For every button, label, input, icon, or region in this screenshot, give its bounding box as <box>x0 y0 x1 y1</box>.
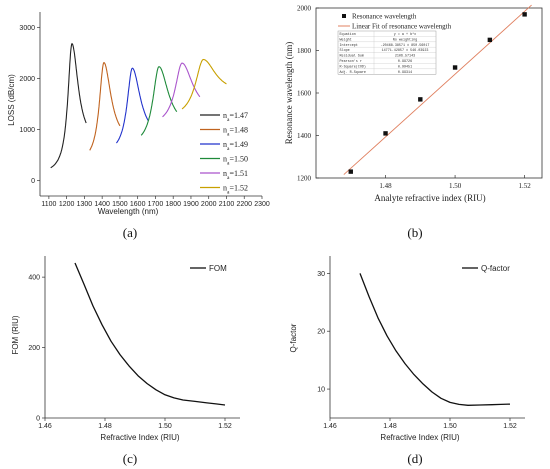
panel-a-legend-label-3: na=1.49 <box>223 140 248 152</box>
panel-b-data-point <box>522 12 527 17</box>
panel-b-data-point <box>487 37 493 43</box>
a-x-tick-label: 2300 <box>254 201 270 208</box>
a-x-tick-label: 2000 <box>201 201 217 208</box>
d-y-tick-label: 20 <box>317 329 325 336</box>
a-x-tick-label: 1700 <box>148 201 164 208</box>
panel-d-label: (d) <box>407 451 422 466</box>
panel-b-table-value: 0.99726 <box>398 60 412 64</box>
panel-b-data-point <box>383 131 388 136</box>
panel-b-legend-label-points: Resonance wavelength <box>352 13 417 21</box>
panel-b-data-point <box>348 169 353 174</box>
panel-b-table-value: 0.99451 <box>398 65 412 69</box>
panel-d-series-line <box>359 273 511 406</box>
panel-b-legend-label-fit: Linear Fit of resonance wavelength <box>352 23 452 31</box>
b-y-tick-label: 1400 <box>297 132 312 140</box>
panel-b-table-value: 0.99314 <box>398 71 412 75</box>
a-x-tick-label: 2100 <box>219 201 235 208</box>
b-y-tick-label: 2000 <box>297 5 312 13</box>
c-x-tick-label: 1.46 <box>38 423 52 430</box>
panel-d-x-axis-label: Refractive Index (RIU) <box>380 433 459 442</box>
panel-b-fit-line <box>343 4 532 175</box>
panel-a-legend-label-2: na=1.48 <box>223 126 248 138</box>
panel-a-legend-label-6: na=1.52 <box>223 184 248 196</box>
panel-c-y-axis-label: FOM (RIU) <box>11 315 20 354</box>
panel-b-table-key: Adj. R-Square <box>340 70 366 75</box>
panel-a-series-line-3 <box>115 67 149 144</box>
a-x-tick-label: 1500 <box>112 201 128 208</box>
panel-b-data-point <box>452 65 458 70</box>
a-y-tick-label: 1000 <box>19 127 35 134</box>
d-x-tick-label: 1.52 <box>503 423 517 430</box>
d-y-tick-label: 10 <box>317 387 325 394</box>
a-x-tick-label: 1400 <box>94 201 110 208</box>
panel-b-data-point <box>418 97 423 102</box>
panel-b-table-key: Slope <box>340 48 350 53</box>
panel-a-y-axis-label: LOSS (dB/cm) <box>7 74 16 126</box>
panel-b-table-value: 2106.57143 <box>395 55 415 59</box>
panel-a-legend-label-1: na=1.47 <box>223 111 248 123</box>
panel-c-label: (c) <box>123 451 137 466</box>
a-x-tick-label: 1200 <box>59 201 75 208</box>
panel-d-y-axis-label: Q-factor <box>289 323 298 352</box>
panel-c-legend-label: FOM <box>209 264 227 273</box>
panel-a-series-line-4 <box>140 66 178 136</box>
d-y-tick-label: 30 <box>317 271 325 278</box>
b-x-tick-label: 1.48 <box>379 182 392 190</box>
panel-a-chart: LOSS (dB/cm) Wavelength (nm) 1100 1200 130… <box>7 12 270 240</box>
panel-b-table-key: R-Square(COD) <box>340 64 366 69</box>
c-x-tick-label: 1.52 <box>218 423 232 430</box>
panel-b-table-key: Residual Sum <box>340 54 364 59</box>
a-y-tick-label: 2000 <box>19 76 35 83</box>
panel-d-legend-label: Q-factor <box>481 264 510 273</box>
panel-a-x-axis-label: Wavelength (nm) <box>98 207 159 216</box>
b-x-tick-label: 1.50 <box>449 182 462 190</box>
panel-b-table-key: Intercept <box>340 43 358 48</box>
panel-a-label: (a) <box>123 225 137 240</box>
a-x-tick-label: 2200 <box>236 201 252 208</box>
panel-b-table-value: 14771.42857 ± 546.03923 <box>382 49 429 53</box>
panel-b-table-key: Equation <box>340 32 356 37</box>
panel-b-y-axis-label: Resonance wavelength (nm) <box>284 42 294 144</box>
panel-a-legend-label-4: na=1.50 <box>223 155 248 167</box>
c-y-tick-label: 400 <box>28 275 40 282</box>
a-x-tick-label: 1300 <box>77 201 93 208</box>
c-x-tick-label: 1.48 <box>98 423 112 430</box>
a-y-tick-label: 3000 <box>19 25 35 32</box>
b-y-tick-label: 1800 <box>297 47 312 55</box>
panel-b-label: (b) <box>407 225 422 240</box>
panel-b-table-value: y = a + b*x <box>394 32 416 37</box>
panel-a-series-line-1 <box>50 42 87 169</box>
panel-b-x-axis-label: Analyte refractive index (RIU) <box>374 193 485 203</box>
d-x-tick-label: 1.46 <box>323 423 337 430</box>
panel-b-table-key: Weight <box>340 37 352 42</box>
c-y-tick-label: 0 <box>36 416 40 423</box>
panel-a-series-line-6 <box>181 58 227 110</box>
panel-b-table-key: Pearson's r <box>340 59 362 64</box>
b-x-tick-label: 1.52 <box>518 182 531 190</box>
b-y-tick-label: 1600 <box>297 90 312 98</box>
d-x-tick-label: 1.48 <box>383 423 397 430</box>
panel-d-chart: Q-factor Refractive Index (RIU) 1.46 1.48… <box>289 256 525 466</box>
panel-b-table-value: -20468.38571 ± 850.56017 <box>381 44 430 48</box>
d-x-tick-label: 1.50 <box>443 423 457 430</box>
panel-c-x-axis-label: Refractive Index (RIU) <box>100 433 179 442</box>
panel-a-legend-label-5: na=1.51 <box>223 169 248 181</box>
a-x-tick-label: 1800 <box>165 201 181 208</box>
panel-a-series-line-2 <box>89 61 121 151</box>
a-x-tick-label: 1900 <box>183 201 199 208</box>
b-y-tick-label: 1200 <box>297 175 312 183</box>
a-x-tick-label: 1600 <box>130 201 146 208</box>
panel-c-series-line <box>74 262 226 406</box>
a-x-tick-label: 1100 <box>41 201 56 208</box>
panel-c-chart: FOM (RIU) Refractive Index (RIU) 1.46 1.4… <box>11 256 240 466</box>
a-y-tick-label: 0 <box>31 178 35 185</box>
c-x-tick-label: 1.50 <box>158 423 172 430</box>
panel-b-table-value: No weighting <box>393 37 417 42</box>
panel-a-series-line-5 <box>162 62 201 118</box>
panel-b-legend-marker-points <box>342 14 346 18</box>
panel-b-chart: Resonance wavelength (nm) Analyte refrac… <box>284 4 543 240</box>
c-y-tick-label: 200 <box>28 345 40 352</box>
